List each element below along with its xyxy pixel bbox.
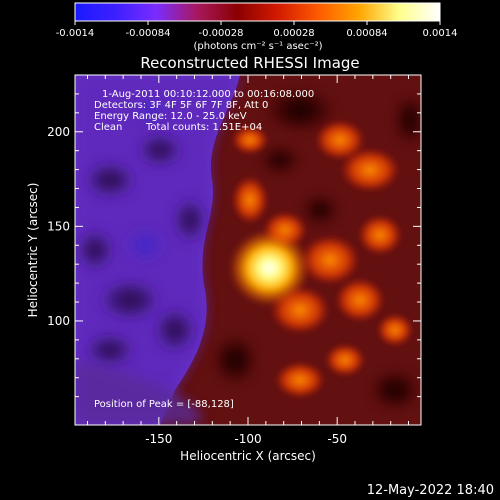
x-tick-label: -50 xyxy=(327,432,347,446)
clean-label: Clean xyxy=(94,122,122,133)
colorbar-tick-label: 0.00084 xyxy=(346,28,387,39)
y-tick-label: 200 xyxy=(47,125,70,139)
colorbar-tick-label: 0.00028 xyxy=(273,28,314,39)
flare-image xyxy=(75,75,421,425)
colorbar-tick-label: -0.0014 xyxy=(56,28,95,39)
colorbar-gradient xyxy=(74,2,441,22)
x-tick-label: -100 xyxy=(234,432,261,446)
x-axis-label: Heliocentric X (arcsec) xyxy=(180,449,316,463)
colorbar: -0.0014 -0.00084 -0.00028 0.00028 0.0008… xyxy=(56,2,458,52)
colorbar-tick-label: -0.00084 xyxy=(126,28,171,39)
x-tick-label: -150 xyxy=(145,432,172,446)
total-counts-label: Total counts: 1.51E+04 xyxy=(145,122,262,133)
axis-tick-marks xyxy=(75,74,421,425)
time-range-label: 1-Aug-2011 00:10:12.000 to 00:16:08.000 xyxy=(102,89,314,100)
plot-annotations: 1-Aug-2011 00:10:12.000 to 00:16:08.000 … xyxy=(94,89,314,410)
detectors-label: Detectors: 3F 4F 5F 6F 7F 8F, Att 0 xyxy=(94,100,268,111)
y-tick-label: 150 xyxy=(47,219,70,233)
colorbar-units: (photons cm⁻² s⁻¹ asec⁻²) xyxy=(193,41,322,52)
y-axis-label: Heliocentric Y (arcsec) xyxy=(26,183,40,318)
plot-title: Reconstructed RHESSI Image xyxy=(140,54,359,72)
y-tick-label: 100 xyxy=(47,314,70,328)
footer-timestamp: 12-May-2022 18:40 xyxy=(367,483,494,498)
colorbar-tick-label: 0.0014 xyxy=(423,28,458,39)
energy-range-label: Energy Range: 12.0 - 25.0 keV xyxy=(94,111,247,122)
colorbar-tick-marks xyxy=(74,21,441,25)
colorbar-tick-label: -0.00028 xyxy=(199,28,244,39)
peak-position-label: Position of Peak = [-88,128] xyxy=(94,399,234,410)
flare-peak-core xyxy=(229,229,310,306)
